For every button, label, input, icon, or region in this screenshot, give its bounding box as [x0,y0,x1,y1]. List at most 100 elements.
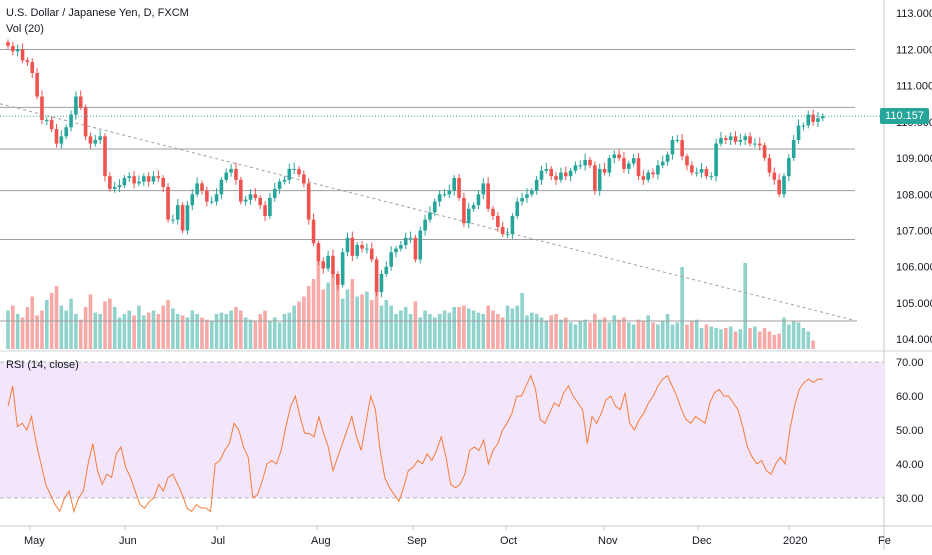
candle-body [292,168,296,170]
candle-body [743,136,747,140]
volume-bar [627,322,631,349]
candle-body [690,165,694,173]
volume-bar [146,312,151,349]
volume-bar [297,301,301,349]
candle-body [277,181,282,189]
candle-body [772,172,777,180]
volume-bar [59,305,64,349]
candle-body [209,201,214,203]
candle-body [350,237,355,256]
candle-body [263,205,267,217]
candle-body [311,219,316,244]
candle-body [345,237,350,253]
volume-bar [563,317,568,349]
candle-body [98,136,102,140]
candle-body [297,168,301,175]
candle-body [64,127,68,137]
candle-body [214,194,219,202]
candle-body [74,96,78,115]
candle-body [704,168,709,177]
volume-bar [25,307,30,349]
volume-bar [782,317,786,349]
candle-body [573,165,578,171]
volume-bar [268,321,272,349]
candle-body [578,165,583,167]
candle-body [78,96,83,108]
time-axis-tick-label: Aug [311,535,331,547]
candle-body [418,230,423,260]
time-axis-tick-label: Nov [598,535,618,547]
volume-bar [88,294,93,349]
candle-body [25,60,30,63]
candle-body [530,190,534,195]
volume-bar [801,328,806,349]
volume-bar [369,300,374,349]
volume-bar [355,296,359,349]
candle-body [447,190,452,195]
volume-bar [282,314,287,349]
volume-bar [559,319,563,349]
candle-body [88,136,93,144]
candle-body [180,205,185,231]
candle-body [151,176,156,182]
volume-bar [544,321,549,349]
rsi-axis-tick-label: 60.00 [896,391,924,403]
price-axis-tick-label: 108.000 [896,189,932,201]
candle-body [423,219,427,231]
candle-body [258,197,262,206]
volume-bar [326,282,330,349]
volume-bar [35,315,39,349]
candle-body [117,185,122,188]
candle-body [239,179,243,202]
candle-body [481,183,486,195]
volume-bar [321,289,326,349]
candle-body [306,183,311,220]
volume-bar [791,321,796,349]
candle-body [724,138,728,140]
volume-bar [408,314,413,349]
volume-bar [258,314,262,349]
volume-bar [646,315,650,349]
candle-body [146,176,151,182]
candle-body [185,205,190,231]
volume-bar [534,314,539,349]
candle-body [282,179,287,182]
candle-body [30,62,35,73]
candle-body [108,176,112,189]
price-axis-tick-label: 109.000 [896,153,932,165]
volume-bar [704,324,709,349]
volume-bar [234,307,238,349]
candle-body [399,244,403,249]
volume-bar [690,321,694,349]
volume-bar [345,289,350,349]
volume-bar [607,322,612,349]
candle-body [389,252,393,267]
candle-body [195,183,199,195]
volume-bar [205,319,209,349]
candle-body [656,165,660,175]
volume-bar [93,312,98,349]
volume-bar [214,314,219,349]
volume-bar [374,282,379,349]
candle-body [45,120,49,122]
volume-bar [665,314,670,349]
candle-body [496,216,500,227]
candle-body [54,129,59,144]
volume-bar [219,312,224,349]
volume-bar [389,305,393,349]
candle-body [360,244,364,249]
candle-body [142,176,146,182]
candle-body [709,176,714,178]
candle-body [811,114,815,122]
time-axis-tick-label: May [24,535,45,547]
candle-body [69,114,73,128]
volume-bar [486,305,490,349]
candle-body [816,118,820,122]
volume-bar [796,322,801,349]
volume-bar [336,282,340,349]
candle-body [253,194,258,198]
candle-body [268,197,272,217]
volume-bar [476,312,481,349]
